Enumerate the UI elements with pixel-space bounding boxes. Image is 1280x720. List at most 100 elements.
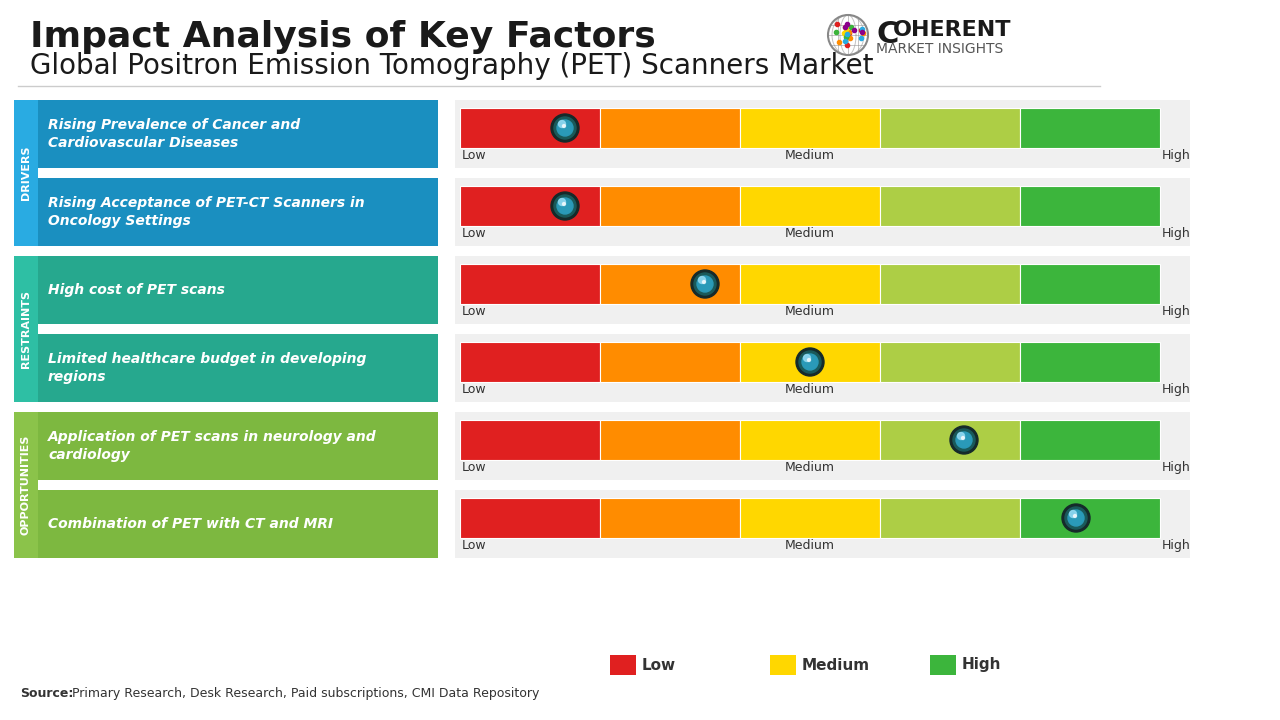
FancyBboxPatch shape: [1020, 264, 1160, 304]
Circle shape: [554, 195, 576, 217]
FancyBboxPatch shape: [14, 100, 38, 246]
FancyBboxPatch shape: [38, 178, 438, 246]
Circle shape: [550, 192, 579, 220]
Text: Medium: Medium: [785, 383, 835, 396]
FancyBboxPatch shape: [1020, 342, 1160, 382]
Text: Medium: Medium: [785, 539, 835, 552]
Circle shape: [699, 276, 705, 284]
Circle shape: [691, 270, 719, 298]
Circle shape: [1065, 507, 1087, 529]
FancyBboxPatch shape: [38, 490, 438, 558]
Circle shape: [954, 429, 975, 451]
Text: Medium: Medium: [785, 305, 835, 318]
Text: Low: Low: [462, 539, 486, 552]
Circle shape: [558, 120, 566, 127]
FancyBboxPatch shape: [740, 420, 881, 460]
Text: MARKET INSIGHTS: MARKET INSIGHTS: [876, 42, 1004, 56]
FancyBboxPatch shape: [600, 264, 740, 304]
Text: High: High: [1162, 539, 1190, 552]
Text: High: High: [1162, 149, 1190, 162]
FancyBboxPatch shape: [1020, 420, 1160, 460]
FancyBboxPatch shape: [460, 186, 600, 226]
Text: OHERENT: OHERENT: [893, 20, 1011, 40]
Circle shape: [799, 351, 820, 373]
FancyBboxPatch shape: [881, 186, 1020, 226]
FancyBboxPatch shape: [740, 498, 881, 538]
Circle shape: [550, 114, 579, 142]
FancyBboxPatch shape: [1020, 498, 1160, 538]
FancyBboxPatch shape: [460, 498, 600, 538]
Text: Medium: Medium: [785, 227, 835, 240]
FancyBboxPatch shape: [14, 256, 38, 402]
Circle shape: [796, 348, 824, 376]
FancyBboxPatch shape: [1020, 108, 1160, 148]
FancyBboxPatch shape: [611, 655, 636, 675]
Text: Impact Analysis of Key Factors: Impact Analysis of Key Factors: [29, 20, 655, 54]
Circle shape: [557, 198, 573, 214]
Text: High: High: [1162, 305, 1190, 318]
FancyBboxPatch shape: [740, 264, 881, 304]
Text: C: C: [876, 20, 899, 49]
FancyBboxPatch shape: [14, 412, 38, 558]
FancyBboxPatch shape: [454, 100, 1190, 168]
Text: Medium: Medium: [785, 149, 835, 162]
Text: Rising Acceptance of PET-CT Scanners in
Oncology Settings: Rising Acceptance of PET-CT Scanners in …: [49, 196, 365, 228]
FancyBboxPatch shape: [600, 420, 740, 460]
Circle shape: [808, 359, 810, 361]
Text: Medium: Medium: [803, 657, 870, 672]
FancyBboxPatch shape: [881, 420, 1020, 460]
FancyBboxPatch shape: [771, 655, 796, 675]
Circle shape: [1068, 510, 1084, 526]
Circle shape: [956, 432, 972, 448]
FancyBboxPatch shape: [740, 108, 881, 148]
Text: Global Positron Emission Tomography (PET) Scanners Market: Global Positron Emission Tomography (PET…: [29, 52, 873, 80]
Circle shape: [554, 117, 576, 139]
Text: High: High: [1162, 227, 1190, 240]
Circle shape: [698, 276, 713, 292]
FancyBboxPatch shape: [460, 342, 600, 382]
Text: Source:: Source:: [20, 687, 73, 700]
FancyBboxPatch shape: [881, 108, 1020, 148]
FancyBboxPatch shape: [460, 420, 600, 460]
FancyBboxPatch shape: [600, 342, 740, 382]
Circle shape: [950, 426, 978, 454]
Text: OPPORTUNITIES: OPPORTUNITIES: [20, 435, 31, 535]
Text: High: High: [963, 657, 1001, 672]
Text: Low: Low: [462, 461, 486, 474]
Text: High cost of PET scans: High cost of PET scans: [49, 283, 225, 297]
FancyBboxPatch shape: [881, 498, 1020, 538]
FancyBboxPatch shape: [454, 178, 1190, 246]
Text: Low: Low: [643, 657, 676, 672]
Circle shape: [562, 125, 566, 127]
FancyBboxPatch shape: [460, 108, 600, 148]
Text: Application of PET scans in neurology and
cardiology: Application of PET scans in neurology an…: [49, 430, 376, 462]
Text: Low: Low: [462, 149, 486, 162]
FancyBboxPatch shape: [38, 412, 438, 480]
Text: Rising Prevalence of Cancer and
Cardiovascular Diseases: Rising Prevalence of Cancer and Cardiova…: [49, 118, 300, 150]
FancyBboxPatch shape: [38, 334, 438, 402]
Circle shape: [957, 433, 965, 439]
Circle shape: [703, 281, 705, 284]
Text: Low: Low: [462, 383, 486, 396]
Circle shape: [557, 120, 573, 136]
Circle shape: [1070, 510, 1076, 518]
FancyBboxPatch shape: [740, 342, 881, 382]
Text: High: High: [1162, 461, 1190, 474]
FancyBboxPatch shape: [881, 342, 1020, 382]
Circle shape: [562, 202, 566, 205]
FancyBboxPatch shape: [600, 498, 740, 538]
FancyBboxPatch shape: [454, 334, 1190, 402]
FancyBboxPatch shape: [454, 412, 1190, 480]
FancyBboxPatch shape: [931, 655, 956, 675]
FancyBboxPatch shape: [1020, 186, 1160, 226]
FancyBboxPatch shape: [460, 264, 600, 304]
Circle shape: [804, 354, 810, 361]
FancyBboxPatch shape: [38, 256, 438, 324]
FancyBboxPatch shape: [38, 100, 438, 168]
Text: Combination of PET with CT and MRI: Combination of PET with CT and MRI: [49, 517, 333, 531]
Text: DRIVERS: DRIVERS: [20, 145, 31, 200]
Text: RESTRAINTS: RESTRAINTS: [20, 290, 31, 368]
Circle shape: [803, 354, 818, 370]
FancyBboxPatch shape: [454, 490, 1190, 558]
FancyBboxPatch shape: [454, 256, 1190, 324]
